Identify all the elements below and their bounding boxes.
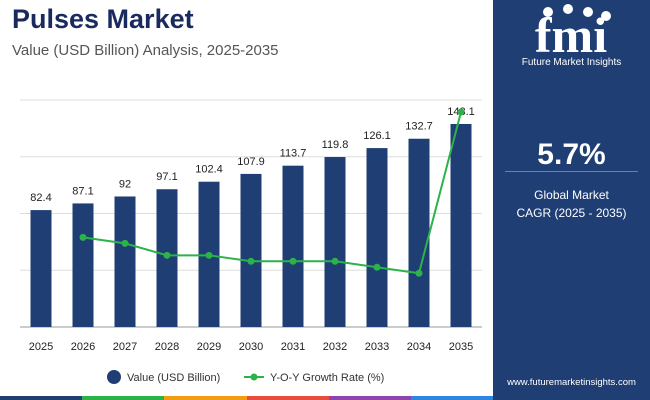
- bar-value-label: 126.1: [363, 130, 391, 142]
- accent-stripe-segment: [410, 396, 494, 400]
- bar-value-label: 97.1: [156, 171, 177, 183]
- cagr-value: 5.7%: [537, 138, 606, 171]
- bar-value-label: 113.7: [280, 148, 307, 160]
- logo-dot-icon: [601, 11, 611, 21]
- chart: 82.4 87.1 92 97.1 102.4 107.9 113.7 119.8 126.1 1…: [20, 99, 482, 384]
- x-tick-label: 2034: [407, 341, 431, 353]
- growth-line: [82, 111, 462, 275]
- bar-series: [30, 123, 472, 328]
- bar-value-label: 132.7: [405, 121, 433, 133]
- growth-point: [121, 239, 129, 247]
- x-tick-label: 2027: [113, 341, 137, 353]
- divider: [505, 171, 638, 172]
- bar: [72, 203, 94, 327]
- bar: [114, 196, 136, 327]
- bar-value-label: 92: [119, 178, 131, 190]
- accent-stripe-segment: [82, 396, 165, 400]
- accent-stripe-segment: [164, 396, 247, 400]
- x-tick-label: 2026: [71, 341, 95, 353]
- bar: [240, 173, 262, 327]
- bar: [282, 165, 304, 327]
- logo-subtext: Future Market Insights: [521, 57, 622, 68]
- accent-stripe-segment: [246, 396, 329, 400]
- legend: Value (USD Billion) Y-O-Y Growth Rate (%…: [107, 370, 384, 384]
- x-tick-label: 2035: [449, 341, 473, 353]
- logo-dot-icon: [563, 4, 573, 14]
- x-tick-label: 2030: [239, 341, 263, 353]
- growth-point: [415, 269, 423, 277]
- x-tick-label: 2025: [29, 341, 53, 353]
- growth-point: [331, 257, 339, 265]
- fmi-logo: fmi Future Market Insights: [493, 0, 650, 80]
- bar: [30, 210, 52, 327]
- x-tick-label: 2032: [323, 341, 347, 353]
- logo-dot-icon: [583, 7, 593, 17]
- growth-point: [373, 263, 381, 271]
- bar-value-label: 102.4: [195, 164, 223, 176]
- bar: [450, 123, 472, 328]
- growth-point: [457, 108, 465, 116]
- growth-line-series: [79, 108, 465, 277]
- cagr-label-line1: Global Market: [534, 188, 609, 202]
- legend-bar-marker: [107, 370, 121, 384]
- bar-value-label: 87.1: [72, 185, 93, 197]
- growth-point: [163, 251, 171, 259]
- bar-value-label: 119.8: [322, 139, 349, 151]
- sidebar-panel: fmi Future Market Insights 5.7% Global M…: [493, 0, 650, 400]
- cagr-label-line2: CAGR (2025 - 2035): [516, 206, 627, 220]
- x-tick-label: 2029: [197, 341, 221, 353]
- logo-dot-icon: [543, 7, 553, 17]
- growth-point: [289, 257, 297, 265]
- bar: [324, 157, 346, 327]
- x-tick-label: 2033: [365, 341, 389, 353]
- legend-line-dot: [250, 373, 258, 381]
- x-axis-tick-labels: 2025 2026 2027 2028 2029 2030 2031 2032 2033 2034…: [29, 341, 473, 353]
- growth-point: [79, 233, 87, 241]
- page-title: Pulses Market: [12, 4, 194, 34]
- accent-stripe-segment: [328, 396, 411, 400]
- legend-bar-label: Value (USD Billion): [127, 372, 220, 384]
- accent-stripe-segment: [0, 396, 83, 400]
- accent-stripe: [0, 396, 494, 400]
- website-link[interactable]: www.futuremarketinsights.com: [507, 377, 636, 388]
- x-tick-label: 2031: [281, 341, 305, 353]
- bar: [366, 148, 388, 327]
- bar-value-label: 107.9: [237, 156, 265, 168]
- growth-point: [247, 257, 255, 265]
- bar-value-labels: 82.4 87.1 92 97.1 102.4 107.9 113.7 119.8 126.1 1…: [30, 106, 474, 204]
- bar-value-label: 82.4: [30, 192, 51, 204]
- x-tick-label: 2028: [155, 341, 179, 353]
- legend-line-label: Y-O-Y Growth Rate (%): [270, 372, 384, 384]
- bar: [408, 138, 430, 327]
- page-subtitle: Value (USD Billion) Analysis, 2025-2035: [12, 42, 279, 59]
- growth-point: [205, 251, 213, 259]
